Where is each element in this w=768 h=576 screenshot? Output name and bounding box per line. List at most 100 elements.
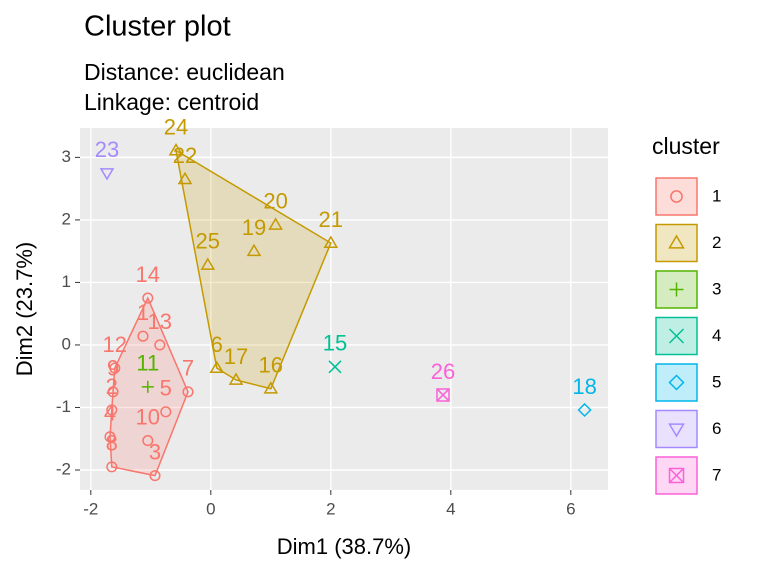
y-tick-label: 0 bbox=[62, 334, 71, 353]
point-label: 8 bbox=[106, 431, 118, 456]
marker-shape bbox=[160, 406, 172, 418]
point-label: 21 bbox=[319, 207, 343, 232]
point-label: 1 bbox=[137, 300, 149, 325]
point-label: 17 bbox=[224, 344, 248, 369]
point-label: 20 bbox=[263, 189, 287, 214]
point bbox=[200, 257, 216, 270]
marker-shape bbox=[142, 292, 154, 304]
legend-entry: 3 bbox=[655, 270, 721, 309]
marker-shape bbox=[99, 168, 115, 181]
point-label: 11 bbox=[136, 351, 159, 376]
marker-shape bbox=[107, 386, 119, 398]
point bbox=[228, 372, 244, 385]
plot-panel bbox=[80, 128, 608, 490]
legend-entry: 5 bbox=[655, 363, 721, 402]
y-tick-label: 2 bbox=[62, 209, 71, 228]
point bbox=[182, 386, 194, 398]
point-label: 4 bbox=[104, 401, 116, 426]
marker-shape bbox=[268, 217, 283, 230]
marker-shape bbox=[168, 143, 184, 156]
point bbox=[109, 362, 121, 374]
point bbox=[149, 470, 161, 482]
legend-label: 6 bbox=[712, 419, 721, 438]
marker-shape bbox=[154, 339, 166, 351]
chart-subtitle: Linkage: centroid bbox=[84, 89, 259, 115]
marker-shape bbox=[328, 360, 342, 374]
legend-label: 5 bbox=[712, 372, 721, 391]
marker-shape bbox=[106, 461, 118, 473]
point-label: 26 bbox=[431, 359, 455, 384]
y-tick-label: 3 bbox=[62, 147, 71, 166]
point bbox=[142, 435, 154, 447]
point-label: 19 bbox=[242, 215, 266, 240]
legend-label: 3 bbox=[712, 279, 721, 298]
marker-shape bbox=[668, 234, 685, 249]
legend-entry: 6 bbox=[655, 409, 721, 449]
legend-entry: 2 bbox=[655, 223, 721, 263]
point-label: 22 bbox=[173, 143, 197, 168]
marker-shape bbox=[106, 404, 118, 416]
point bbox=[263, 381, 279, 394]
legend-label: 7 bbox=[712, 465, 721, 484]
marker-shape bbox=[182, 386, 194, 398]
point-label: 14 bbox=[136, 262, 160, 287]
point-label: 23 bbox=[95, 137, 119, 162]
point bbox=[246, 243, 262, 257]
x-tick-label: -2 bbox=[83, 499, 98, 518]
marker-shape bbox=[149, 470, 161, 482]
point bbox=[160, 406, 172, 418]
marker-shape bbox=[209, 360, 225, 374]
marker-shape bbox=[228, 372, 244, 385]
point bbox=[209, 360, 225, 374]
legend-label: 1 bbox=[712, 186, 721, 205]
legend-entry: 7 bbox=[655, 456, 721, 495]
marker-shape bbox=[668, 423, 685, 438]
point bbox=[577, 402, 592, 418]
x-tick-label: 4 bbox=[446, 499, 455, 518]
chart-title: Cluster plot bbox=[84, 11, 231, 43]
point-label: 9 bbox=[107, 356, 119, 381]
point-label: 3 bbox=[149, 439, 161, 464]
point bbox=[104, 431, 116, 443]
y-axis-title: Dim2 (23.7%) bbox=[12, 242, 37, 376]
point bbox=[328, 360, 342, 374]
marker-shape bbox=[436, 388, 450, 402]
point bbox=[107, 386, 119, 398]
marker-shape bbox=[668, 467, 685, 484]
point bbox=[177, 171, 193, 185]
point bbox=[99, 168, 115, 181]
point-label: 16 bbox=[259, 353, 283, 378]
legend-label: 2 bbox=[712, 233, 721, 252]
point-label: 13 bbox=[148, 309, 172, 334]
point bbox=[137, 330, 149, 342]
point-label: 2 bbox=[106, 374, 118, 399]
marker-shape bbox=[142, 435, 154, 447]
marker-shape bbox=[200, 257, 216, 270]
y-tick-label: -1 bbox=[56, 397, 71, 416]
point bbox=[106, 461, 118, 473]
point bbox=[142, 292, 154, 304]
legend-title: cluster bbox=[652, 133, 720, 159]
point-label: 12 bbox=[103, 332, 127, 357]
point bbox=[154, 339, 166, 351]
point-label: 15 bbox=[323, 331, 347, 356]
marker-shape bbox=[577, 402, 592, 418]
legend-entry: 4 bbox=[655, 316, 721, 356]
chart-subtitle: Distance: euclidean bbox=[84, 59, 285, 85]
legend-key bbox=[655, 363, 698, 402]
point bbox=[106, 404, 118, 416]
point-label: 18 bbox=[572, 374, 596, 399]
marker-shape bbox=[109, 362, 121, 374]
point-label: 6 bbox=[211, 332, 223, 357]
marker-shape bbox=[263, 381, 279, 394]
point-label: 25 bbox=[196, 229, 220, 254]
marker-shape bbox=[323, 235, 339, 248]
point bbox=[323, 235, 339, 248]
x-axis-title: Dim1 (38.7%) bbox=[277, 534, 411, 559]
marker-shape bbox=[668, 328, 685, 344]
legend-key bbox=[655, 409, 698, 449]
marker-shape bbox=[246, 243, 262, 257]
cluster-hull bbox=[174, 149, 332, 390]
marker-shape bbox=[137, 330, 149, 342]
